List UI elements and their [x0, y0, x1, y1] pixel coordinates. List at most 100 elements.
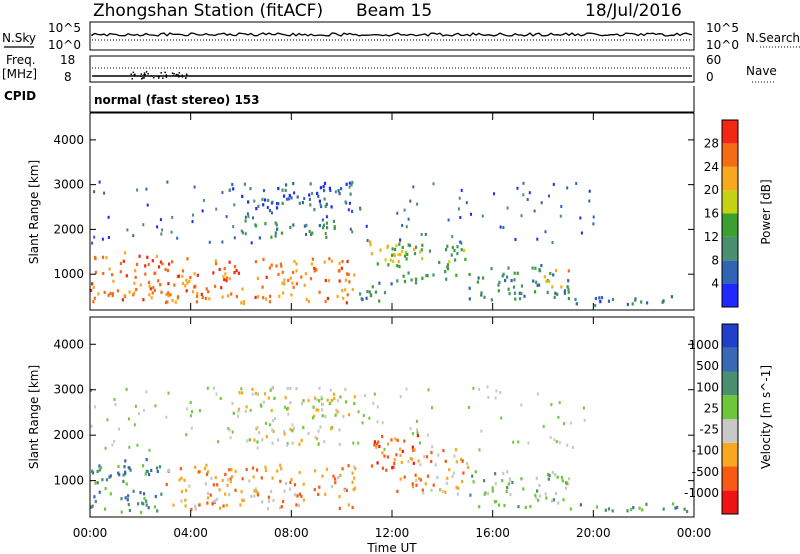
range-cell — [183, 478, 186, 482]
range-cell — [271, 211, 273, 215]
range-cell — [426, 474, 430, 478]
range-cell — [109, 291, 112, 295]
range-cell — [554, 473, 557, 477]
colorbar-tick-label: 100 — [696, 380, 719, 394]
range-cell — [216, 483, 219, 487]
range-cell — [196, 273, 199, 277]
range-cell — [503, 503, 506, 508]
range-cell — [167, 282, 170, 286]
range-cell — [566, 186, 569, 190]
range-cell — [417, 459, 420, 463]
range-cell — [307, 399, 310, 403]
range-cell — [548, 473, 551, 478]
range-cell — [109, 474, 112, 478]
range-cell — [472, 386, 475, 390]
range-cell — [255, 207, 258, 211]
range-cell — [347, 464, 350, 468]
range-cell — [283, 432, 286, 436]
colorbar-segment — [722, 419, 738, 443]
range-cell — [96, 481, 99, 485]
nave-dot — [185, 73, 188, 75]
nsky-label: N.Sky — [2, 31, 36, 45]
range-cell — [262, 257, 265, 262]
range-cell — [554, 491, 557, 496]
range-cell — [401, 449, 404, 454]
colorbar-segment — [722, 166, 738, 191]
power-plot-frame — [89, 112, 695, 311]
range-cell — [251, 392, 254, 396]
range-cell — [341, 288, 344, 293]
range-cell — [305, 223, 308, 227]
range-cell — [353, 395, 356, 399]
range-cell — [344, 278, 347, 282]
nave-dot — [132, 71, 135, 74]
range-cell — [444, 270, 447, 274]
range-cell — [143, 497, 146, 501]
range-cell — [271, 476, 274, 480]
range-cell — [329, 188, 332, 192]
range-cell — [228, 428, 231, 432]
range-cell — [161, 262, 164, 266]
range-cell — [536, 392, 539, 396]
range-cell — [265, 275, 268, 279]
range-cell — [390, 282, 393, 286]
range-cell — [545, 279, 548, 284]
range-cell — [317, 194, 320, 198]
range-cell — [265, 421, 267, 425]
range-cell — [546, 472, 550, 477]
range-cell — [497, 289, 500, 293]
range-cell — [191, 410, 193, 414]
range-cell — [389, 258, 392, 262]
range-cell — [127, 417, 130, 421]
range-cell — [464, 257, 467, 261]
nave-dot — [181, 76, 184, 78]
range-cell — [412, 185, 415, 189]
range-cell — [242, 498, 245, 503]
range-cell — [522, 487, 525, 491]
range-cell — [520, 477, 523, 481]
range-cell — [191, 220, 194, 224]
range-cell — [538, 283, 541, 287]
range-cell — [300, 402, 304, 406]
range-cell — [117, 464, 120, 469]
range-cell — [343, 488, 346, 492]
range-cell — [517, 440, 520, 444]
range-cell — [281, 201, 284, 205]
range-cell — [391, 247, 394, 251]
colorbar-segment — [722, 236, 738, 261]
range-cell — [136, 188, 139, 192]
range-cell — [453, 454, 456, 458]
range-cell — [317, 492, 320, 496]
range-cell — [286, 443, 288, 447]
range-cell — [224, 472, 227, 476]
range-cell — [220, 286, 223, 290]
range-cell — [546, 290, 549, 294]
range-cell — [150, 296, 153, 300]
range-cell — [330, 259, 333, 263]
range-cell — [132, 293, 135, 297]
range-cell — [372, 401, 375, 405]
range-cell — [93, 296, 96, 300]
range-cell — [483, 295, 486, 299]
range-cell — [415, 277, 418, 282]
range-cell — [314, 469, 317, 473]
range-cell — [631, 302, 634, 306]
range-cell — [179, 467, 182, 471]
range-cell — [111, 443, 114, 447]
range-cell — [135, 262, 139, 266]
range-cell — [172, 503, 175, 507]
range-cell — [553, 295, 556, 299]
range-cell — [283, 282, 286, 286]
range-cell — [378, 299, 381, 303]
range-cell — [351, 480, 354, 484]
range-cell — [171, 299, 174, 303]
range-cell — [91, 504, 94, 508]
nave-tick-high: 60 — [706, 53, 721, 67]
range-cell — [253, 489, 256, 493]
range-cell — [370, 252, 373, 256]
range-cell — [456, 492, 459, 496]
cpid-text: normal (fast stereo) 153 — [94, 93, 260, 107]
range-cell — [373, 440, 376, 444]
range-cell — [93, 190, 96, 194]
range-cell — [403, 439, 406, 443]
